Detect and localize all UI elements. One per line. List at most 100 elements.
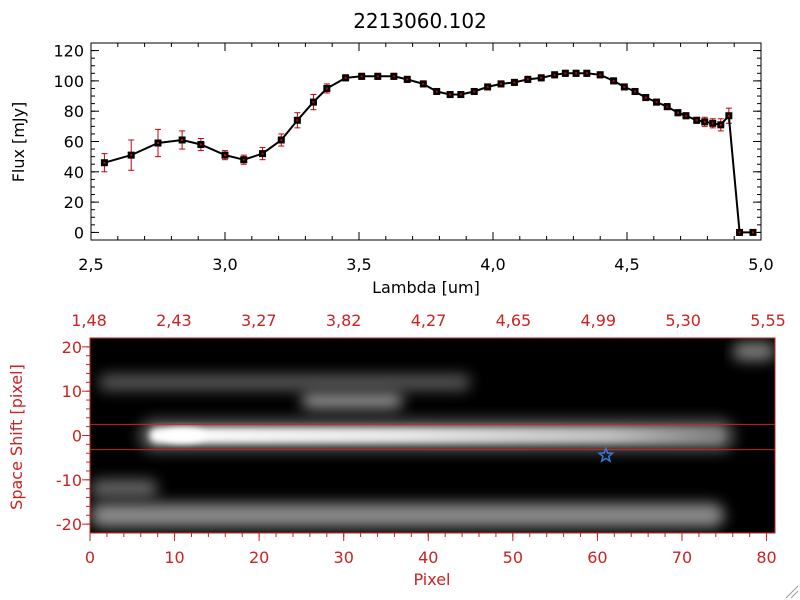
image-top-tick-label: 4,99	[580, 311, 616, 330]
aperture-lines	[90, 423, 775, 451]
data-point-center	[526, 78, 529, 81]
y-tick-label: 0	[74, 223, 84, 242]
image-feature	[301, 391, 403, 410]
data-point-center	[553, 73, 556, 76]
main-trace	[149, 427, 725, 444]
data-point-center	[325, 87, 328, 90]
data-point-center	[676, 111, 679, 114]
spectrum-points	[100, 69, 757, 236]
spectrum-y-axis-label: Flux [mJy]	[9, 102, 28, 183]
data-point-center	[540, 76, 543, 79]
image-x-tick-label: 20	[249, 548, 269, 567]
spectrum-y-tick-labels: 0 20 40 60 80 100 120	[53, 42, 84, 243]
data-point-center	[199, 143, 202, 146]
image-feature	[98, 374, 471, 391]
resize-grip-icon[interactable]	[785, 585, 799, 599]
data-point-center	[585, 72, 588, 75]
image-y-tick-label: 20	[62, 338, 82, 357]
image-top-tick-label: 2,43	[156, 311, 192, 330]
data-point-center	[103, 161, 106, 164]
image-x-axis-label: Pixel	[413, 570, 450, 589]
image-features	[90, 342, 775, 528]
data-point-center	[500, 82, 503, 85]
spectrum-x-axis-label: Lambda [um]	[372, 278, 480, 297]
spectrum-x-tick-labels: 2,5 3,0 3,5 4,0 4,5 5,0	[78, 255, 773, 274]
image-y-tick-label: 10	[62, 382, 82, 401]
y-tick-label: 80	[64, 102, 84, 121]
y-tick-label: 60	[64, 133, 84, 152]
image-y-tick-labels: -20 -10 0 10 20	[56, 338, 82, 534]
image-ticks	[82, 346, 768, 541]
data-point-center	[392, 75, 395, 78]
star-marker-icon	[597, 446, 615, 463]
image-top-tick-label: 3,82	[326, 311, 362, 330]
data-point-center	[376, 75, 379, 78]
image-x-tick-labels: 0 10 20 30 40 50 60 70 80	[85, 548, 777, 567]
image-x-tick-label: 80	[756, 548, 776, 567]
chart-title: 2213060.102	[353, 9, 487, 33]
data-point-center	[344, 76, 347, 79]
image-top-wavelength-labels: 1,48 2,43 3,27 3,82 4,27 4,65 4,99 5,30 5,55	[71, 311, 786, 330]
data-point-center	[130, 154, 133, 157]
spectrum-error-bars	[101, 69, 756, 235]
image-top-tick-label: 1,48	[71, 311, 107, 330]
image-x-tick-label: 30	[334, 548, 354, 567]
image-feature	[90, 479, 158, 498]
x-tick-label: 4,0	[480, 255, 505, 274]
image-y-axis-label: Space Shift [pixel]	[7, 364, 26, 510]
spectrum-series-line	[104, 72, 753, 234]
data-point-center	[727, 114, 730, 117]
x-tick-label: 2,5	[78, 255, 103, 274]
image-top-tick-label: 4,27	[411, 311, 447, 330]
image-y-tick-label: 0	[72, 427, 82, 446]
data-point-center	[513, 81, 516, 84]
y-tick-label: 40	[64, 163, 84, 182]
image-top-tick-label: 3,27	[241, 311, 277, 330]
data-point-center	[575, 72, 578, 75]
data-point-center	[157, 142, 159, 145]
image-x-tick-label: 70	[672, 548, 692, 567]
data-point-center	[655, 101, 658, 104]
data-point-center	[181, 138, 184, 141]
spectrum-chart: 2213060.102 2,5 3,0 3,5 4,0 4,5 5,0 0 20 40 60 80…	[9, 9, 774, 297]
x-tick-label: 4,5	[614, 255, 639, 274]
data-point-center	[242, 158, 245, 161]
spectrum-ticks	[90, 43, 762, 240]
data-point-center	[435, 90, 438, 93]
data-point-center	[296, 119, 299, 122]
data-point-center	[644, 96, 647, 99]
image-feature	[90, 503, 725, 528]
image-chart: 0 10 20 30 40 50 60 70 80 -20 -10 0 10 20 1,48 2,43 3,…	[7, 311, 786, 589]
data-point-center	[719, 123, 722, 126]
y-tick-label: 100	[53, 72, 84, 91]
data-point-center	[459, 93, 462, 96]
data-point-center	[684, 114, 687, 117]
data-point-center	[623, 85, 626, 88]
x-tick-label: 3,5	[346, 255, 371, 274]
data-point-center	[738, 231, 741, 234]
data-point-center	[703, 120, 706, 123]
image-heatmap	[90, 338, 775, 533]
image-top-tick-label: 5,55	[750, 311, 786, 330]
data-point-center	[261, 152, 264, 155]
data-point-center	[422, 82, 425, 85]
image-y-tick-label: -20	[56, 515, 82, 534]
data-point-center	[406, 78, 409, 81]
data-point-center	[695, 119, 698, 122]
data-point-center	[634, 90, 637, 93]
data-point-center	[751, 231, 754, 234]
image-x-tick-label: 10	[164, 548, 184, 567]
image-y-tick-label: -10	[56, 471, 82, 490]
data-point-center	[280, 138, 283, 141]
x-tick-label: 5,0	[748, 255, 773, 274]
x-tick-label: 3,0	[212, 255, 237, 274]
image-x-tick-label: 60	[587, 548, 607, 567]
image-x-tick-label: 40	[418, 548, 438, 567]
data-point-center	[612, 79, 615, 82]
data-point-center	[486, 85, 489, 88]
data-point-center	[360, 75, 363, 78]
y-tick-label: 20	[64, 193, 84, 212]
image-x-tick-label: 50	[503, 548, 523, 567]
image-top-tick-label: 4,65	[496, 311, 532, 330]
